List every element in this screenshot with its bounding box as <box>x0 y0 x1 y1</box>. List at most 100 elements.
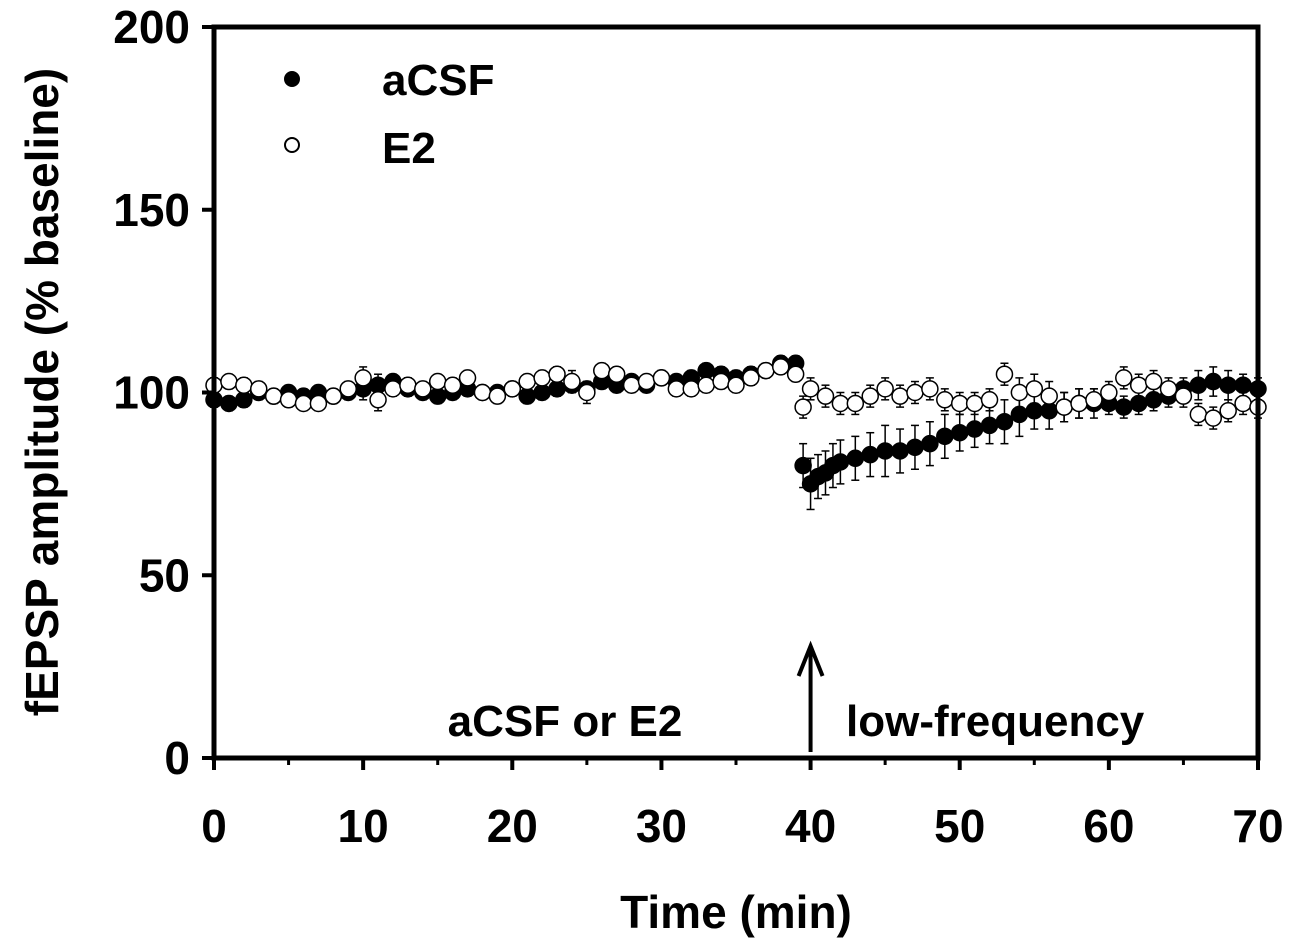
point-e2 <box>1129 376 1148 394</box>
point-acsf <box>876 442 894 460</box>
point-e2 <box>249 380 268 398</box>
point-acsf <box>891 442 909 460</box>
point-acsf <box>936 427 954 446</box>
point-e2 <box>1025 380 1044 398</box>
x-tick-label: 20 <box>487 800 538 852</box>
point-e2 <box>742 369 760 387</box>
point-acsf <box>220 394 238 413</box>
point-acsf <box>548 380 566 398</box>
point-e2 <box>354 369 372 387</box>
point-e2 <box>727 376 745 394</box>
point-e2 <box>235 376 253 394</box>
point-e2 <box>443 376 462 394</box>
point-e2 <box>876 380 894 398</box>
y-axis-ticks: 0 50 100 150 200 <box>113 1 214 784</box>
x-tick-label: 10 <box>338 800 389 852</box>
point-e2 <box>891 387 909 405</box>
point-e2 <box>682 380 701 398</box>
point-e2 <box>757 361 775 380</box>
y-tick-label: 150 <box>113 184 190 236</box>
y-tick-label: 200 <box>113 1 190 53</box>
x-tick-label: 40 <box>785 800 836 852</box>
point-acsf <box>428 387 447 405</box>
y-tick-label: 50 <box>139 549 190 601</box>
point-acsf <box>1189 376 1208 394</box>
point-acsf <box>965 420 984 438</box>
point-e2 <box>637 372 656 391</box>
point-e2 <box>414 380 432 398</box>
point-acsf <box>1219 376 1237 394</box>
point-e2 <box>1100 383 1118 402</box>
point-acsf <box>1025 402 1044 420</box>
x-tick-label: 30 <box>636 800 687 852</box>
point-e2 <box>264 387 283 405</box>
point-e2 <box>1085 391 1103 409</box>
point-acsf <box>794 456 812 475</box>
point-e2 <box>921 380 939 398</box>
point-e2 <box>1189 405 1208 424</box>
point-acsf <box>1010 405 1029 424</box>
point-e2 <box>324 387 343 405</box>
point-acsf <box>906 438 924 457</box>
point-e2 <box>488 387 507 405</box>
point-e2 <box>1219 402 1237 420</box>
point-e2 <box>593 361 611 380</box>
point-e2 <box>294 394 313 413</box>
point-e2 <box>473 383 492 402</box>
point-e2 <box>995 365 1014 383</box>
x-tick-label: 50 <box>934 800 985 852</box>
point-e2 <box>622 376 641 394</box>
point-acsf <box>235 391 253 409</box>
point-e2 <box>906 383 924 402</box>
legend-label-e2: E2 <box>382 124 436 173</box>
point-e2 <box>801 380 820 398</box>
data-points <box>205 354 1267 493</box>
point-e2 <box>667 380 686 398</box>
point-e2 <box>384 380 402 398</box>
annotation-right-label: low-frequency <box>846 697 1145 746</box>
x-tick-label: 60 <box>1083 800 1134 852</box>
point-acsf <box>846 449 865 468</box>
point-e2 <box>950 394 969 413</box>
point-e2 <box>712 372 730 391</box>
point-e2 <box>1055 398 1073 416</box>
y-axis-label: fEPSP amplitude (% baseline) <box>16 68 68 716</box>
point-e2 <box>816 387 835 405</box>
x-tick-label: 70 <box>1232 800 1283 852</box>
x-tick-label: 0 <box>201 800 227 852</box>
point-acsf <box>1129 394 1148 413</box>
point-e2 <box>1070 394 1088 413</box>
point-e2 <box>861 387 879 405</box>
point-e2 <box>786 365 805 383</box>
point-acsf <box>369 376 387 394</box>
point-e2 <box>339 380 357 398</box>
point-acsf <box>1040 402 1058 420</box>
point-e2 <box>652 369 671 387</box>
point-acsf <box>861 445 879 464</box>
point-e2 <box>503 380 522 398</box>
point-e2 <box>794 398 812 416</box>
x-axis-label: Time (min) <box>620 886 852 938</box>
y-tick-label: 100 <box>113 367 190 419</box>
point-e2 <box>1115 369 1133 387</box>
point-acsf <box>980 416 999 435</box>
legend: aCSF E2 <box>284 56 494 173</box>
point-e2 <box>369 391 387 409</box>
point-e2 <box>518 372 536 391</box>
point-e2 <box>399 376 417 394</box>
point-e2 <box>563 372 581 391</box>
point-acsf <box>533 383 551 402</box>
point-e2 <box>1174 387 1193 405</box>
stimulus-arrow-head <box>796 640 825 677</box>
annotation-left-label: aCSF or E2 <box>448 697 683 746</box>
point-e2 <box>279 391 298 409</box>
point-e2 <box>1144 372 1163 391</box>
point-acsf <box>831 453 850 471</box>
point-e2 <box>1040 387 1058 405</box>
annotations: aCSF or E2 low-frequency <box>448 640 1145 752</box>
point-e2 <box>936 391 954 409</box>
legend-marker-e2 <box>284 137 300 153</box>
point-e2 <box>1159 380 1178 398</box>
